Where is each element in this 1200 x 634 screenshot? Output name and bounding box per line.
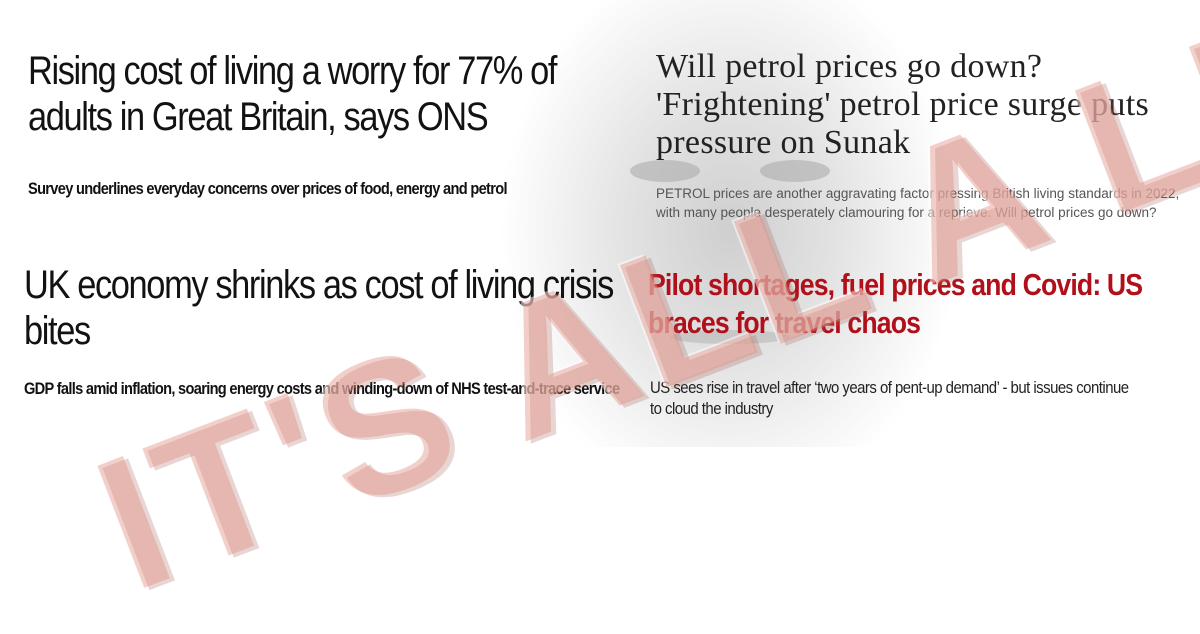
portrait-eye bbox=[630, 160, 700, 182]
standfirst-petrol: PETROL prices are another aggravating fa… bbox=[656, 186, 1180, 220]
portrait-mouth bbox=[670, 330, 790, 344]
headline-ons[interactable]: Rising cost of living a worry for 77% of… bbox=[28, 49, 557, 139]
background-portrait bbox=[430, 0, 1050, 447]
standfirst-travel-chaos: US sees rise in travel after ‘two years … bbox=[650, 378, 1129, 418]
standfirst-ons: Survey underlines everyday concerns over… bbox=[28, 179, 508, 198]
portrait-eye bbox=[760, 160, 830, 182]
headline-petrol[interactable]: Will petrol prices go down? 'Frightening… bbox=[656, 48, 1149, 161]
headline-uk-economy[interactable]: UK economy shrinks as cost of living cri… bbox=[24, 263, 614, 353]
headline-travel-chaos[interactable]: Pilot shortages, fuel prices and Covid: … bbox=[648, 267, 1143, 340]
standfirst-uk-economy: GDP falls amid inflation, soaring energy… bbox=[24, 379, 620, 398]
